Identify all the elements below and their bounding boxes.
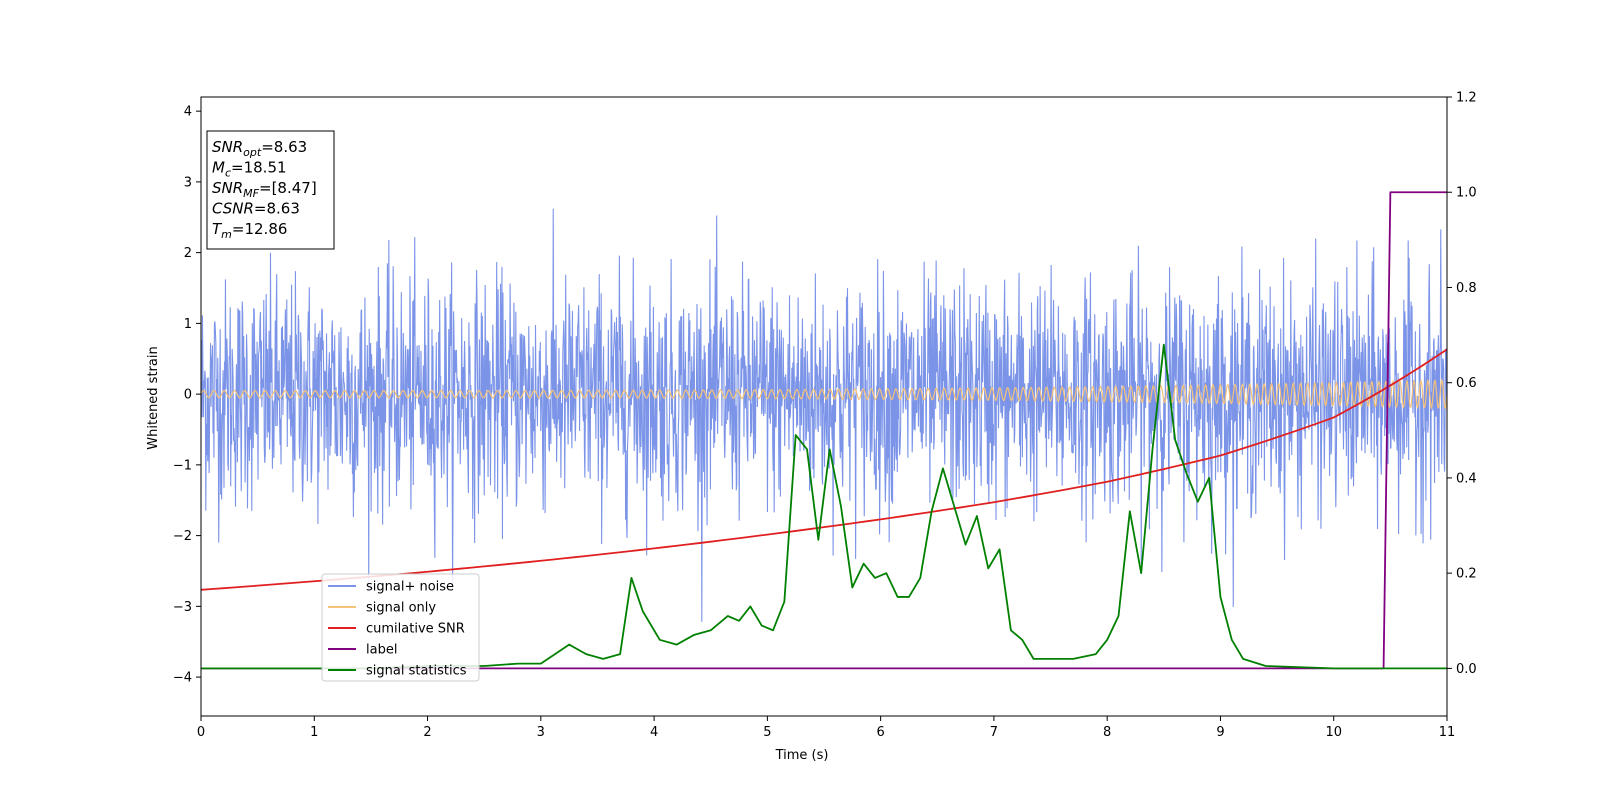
x-tick-label: 3 — [537, 725, 545, 740]
x-tick-label: 4 — [650, 725, 658, 740]
x-tick-label: 1 — [310, 725, 318, 740]
y-right-tick-label: 0.4 — [1456, 471, 1477, 486]
y-right-tick-label: 0.6 — [1456, 376, 1477, 391]
y-right-tick-label: 0.8 — [1456, 281, 1477, 296]
legend-entry-label: label — [366, 643, 397, 658]
x-tick-label: 7 — [990, 725, 998, 740]
series-signal-statistics-line — [201, 343, 1447, 670]
x-tick-label: 9 — [1216, 725, 1224, 740]
y-left-tick-label: 2 — [184, 246, 192, 261]
legend-entry-label: cumilative SNR — [366, 622, 465, 637]
x-tick-label: 5 — [763, 725, 771, 740]
x-axis-label: Time (s) — [775, 748, 829, 763]
x-tick-label: 2 — [423, 725, 431, 740]
x-tick-label: 10 — [1325, 725, 1342, 740]
series-signal-only-line — [201, 378, 1447, 410]
legend-entry-label: signal only — [366, 601, 436, 616]
y-left-tick-label: 4 — [184, 105, 192, 120]
y-right-tick-label: 0.2 — [1456, 567, 1477, 582]
x-tick-label: 11 — [1439, 725, 1456, 740]
y-left-tick-label: −2 — [173, 529, 192, 544]
annotation-line: SNRMF=[8.47] — [212, 179, 317, 200]
annotation-line: CSNR=8.63 — [212, 200, 300, 218]
y-right-tick-label: 1.0 — [1456, 186, 1477, 201]
y-left-tick-label: −1 — [173, 458, 192, 473]
legend-entry-label: signal statistics — [366, 664, 467, 679]
y-left-tick-label: −4 — [173, 671, 192, 686]
series-label-line — [201, 191, 1447, 670]
x-tick-label: 8 — [1103, 725, 1111, 740]
legend-entry-label: signal+ noise — [366, 580, 454, 595]
y-left-tick-label: 0 — [184, 388, 192, 403]
y-right-tick-label: 1.2 — [1456, 91, 1477, 106]
annotation-frame — [206, 130, 335, 250]
annotation-line: SNRopt=8.63 — [212, 138, 307, 159]
legend: signal+ noise signal only cumilative SNR la… — [321, 573, 480, 682]
annotation-line: Mc=18.51 — [212, 159, 287, 180]
plot-frame — [200, 96, 1448, 717]
axes: 0 1 2 3 4 5 6 7 8 9 10 11 −4 −3 −2 −1 0 1 2 3 4 0.0 0.2 0.4 0.6 0… — [173, 91, 1477, 741]
y-right-tick-label: 0.0 — [1456, 662, 1477, 677]
series-signal-noise-line — [201, 208, 1447, 622]
y-left-tick-label: −3 — [173, 600, 192, 615]
stats-annotation: SNRopt=8.63Mc=18.51SNRMF=[8.47]CSNR=8.63… — [206, 130, 335, 250]
y-left-tick-label: 1 — [184, 317, 192, 332]
series-cumilative-snr-line — [201, 348, 1447, 591]
x-tick-label: 6 — [876, 725, 884, 740]
y-axis-label: Whitened strain — [146, 346, 161, 449]
annotation-line: Tm=12.86 — [212, 220, 287, 241]
legend-frame — [321, 573, 480, 682]
y-left-tick-label: 3 — [184, 175, 192, 190]
plot-area — [201, 191, 1447, 670]
x-tick-label: 0 — [197, 725, 205, 740]
